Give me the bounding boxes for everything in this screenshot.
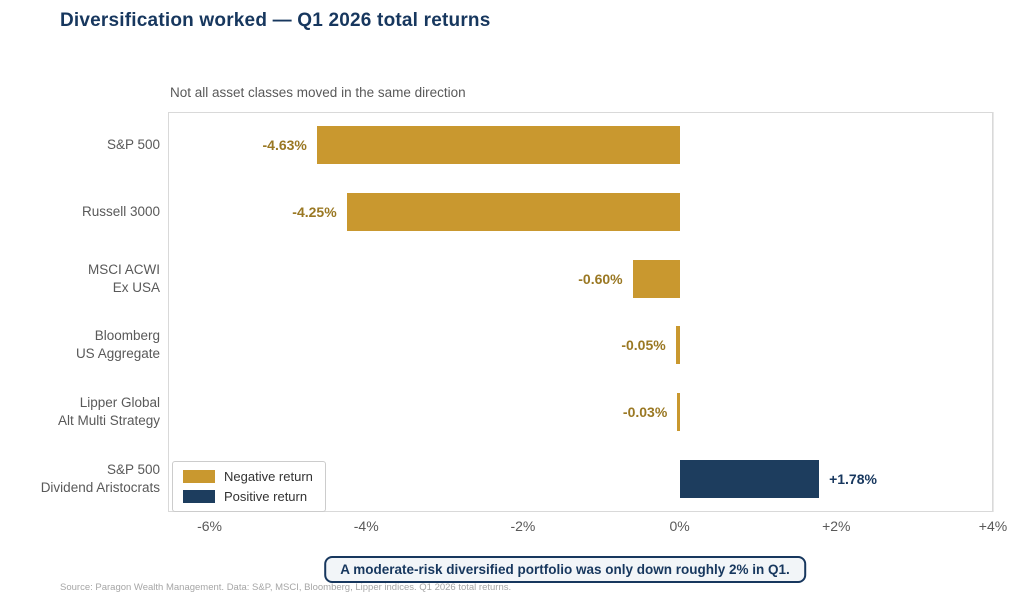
x-tick-label: -4% [353,518,379,534]
x-tick-label: +4% [978,518,1008,534]
category-label: Lipper Global Alt Multi Strategy [57,395,160,428]
value-label: +1.78% [829,470,877,487]
legend-entry-positive: Positive return [183,489,313,504]
legend-label: Positive return [224,489,308,504]
legend: Negative return Positive return [172,461,326,512]
x-tick-label: +2% [822,518,851,534]
negative-return-bar [677,393,680,431]
value-label: -0.60% [578,270,623,287]
positive-return-bar [679,459,820,498]
positive-return-swatch [183,490,215,503]
category-label: MSCI ACWI Ex USA [87,261,160,295]
category-label: Russell 3000 [81,204,160,219]
chart-subtitle: Not all asset classes moved in the same … [170,85,466,100]
value-label: -0.03% [622,404,668,420]
legend-label: Negative return [224,469,313,484]
gridline [992,112,994,512]
category-label: S&P 500 Dividend Aristocrats [40,461,160,495]
category-label: Bloomberg US Aggregate [75,328,160,362]
x-tick-label: 0% [669,518,690,534]
takeaway-callout: A moderate-risk diversified portfolio wa… [324,556,806,583]
value-label: -0.05% [621,337,666,354]
category-label: S&P 500 [106,137,160,153]
value-label: -4.25% [292,204,337,220]
negative-return-bar [346,193,680,231]
negative-return-swatch [183,470,215,483]
x-tick-label: -6% [197,518,222,534]
value-label: -4.63% [262,137,307,154]
chart-title: Diversification worked — Q1 2026 total r… [60,10,491,31]
source-note: Source: Paragon Wealth Management. Data:… [60,582,512,593]
plot-area [168,112,993,512]
negative-return-bar [632,259,680,298]
negative-return-bar [675,326,680,365]
legend-entry-negative: Negative return [183,469,313,484]
negative-return-bar [316,126,680,165]
x-tick-label: -2% [510,518,536,534]
